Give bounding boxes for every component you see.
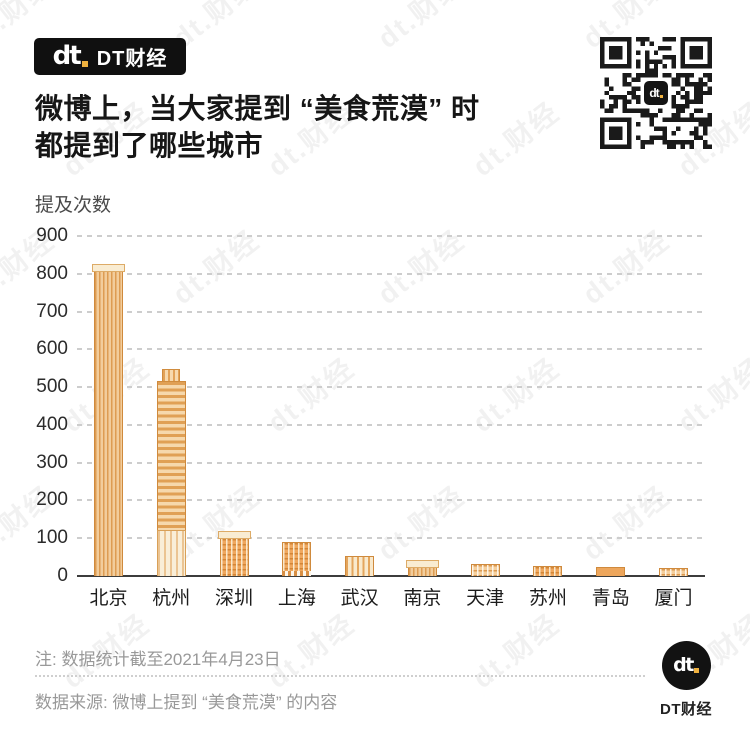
x-tick-label-tianjin: 天津 [466, 588, 505, 609]
brand-name: DT财经 [660, 701, 712, 718]
building-cap [217, 531, 251, 539]
bar-shanghai [282, 542, 312, 576]
bar-qingdao [596, 567, 626, 576]
gridline-900 [77, 235, 705, 237]
footer-divider [35, 675, 645, 677]
y-tick-label: 100 [36, 527, 68, 549]
x-tick-label-wuhan: 武汉 [340, 588, 379, 609]
building-base [156, 530, 186, 576]
logo-dot-icon [81, 60, 88, 67]
y-axis-title: 提及次数 [35, 195, 112, 216]
qr-center-logo: dt [642, 79, 670, 107]
y-tick-label: 0 [57, 565, 68, 586]
y-tick-label: 700 [36, 300, 68, 322]
building-body [596, 567, 626, 576]
brand-logo-footer: dt DT财经 [652, 641, 720, 719]
gridline-200 [77, 499, 705, 502]
x-tick-label-beijing: 北京 [89, 588, 128, 609]
y-tick-label: 400 [36, 413, 68, 435]
building-body [659, 568, 689, 576]
x-axis-line [77, 575, 705, 577]
bar-nanjing [405, 560, 439, 576]
x-tick-label-shenzhen: 深圳 [215, 588, 254, 609]
building-crown [162, 369, 181, 382]
building-body [533, 566, 563, 576]
brand-logo-badge: dt DT财经 [34, 38, 186, 75]
x-tick-label-nanjing: 南京 [403, 588, 442, 609]
building-body [470, 564, 500, 576]
qr-pattern [600, 37, 712, 149]
gridline-700 [77, 310, 705, 313]
page-title: 微博上，当大家提到 “美食荒漠” 时 都提到了哪些城市 [35, 90, 480, 164]
bar-suzhou [533, 566, 563, 576]
gridline-300 [77, 461, 705, 464]
y-tick-label: 800 [36, 262, 68, 284]
x-tick-label-xiamen: 厦门 [654, 588, 693, 609]
logo-dot-icon [693, 668, 699, 673]
y-tick-label: 500 [36, 376, 68, 398]
building-body [94, 271, 123, 576]
y-tick-label: 600 [36, 338, 68, 360]
data-source: 数据来源: 微博上提到 “美食荒漠” 的内容 [35, 693, 338, 712]
gridline-500 [77, 386, 705, 389]
dt-logo-icon: dt [53, 43, 88, 70]
building-body [282, 542, 312, 576]
brand-name: DT财经 [96, 48, 168, 70]
footnote: 注: 数据统计截至2021年4月23日 [35, 650, 281, 669]
gridline-400 [77, 423, 705, 426]
bar-beijing [92, 264, 125, 576]
building-cap [405, 560, 439, 568]
logo-dot-icon [659, 94, 663, 98]
building-body [345, 556, 375, 576]
gridline-600 [77, 348, 705, 351]
bar-hangzhou [156, 369, 186, 576]
bar-wuhan [345, 556, 375, 576]
y-tick-label: 300 [36, 451, 68, 473]
x-tick-label-qingdao: 青岛 [591, 588, 630, 609]
dt-logo-circle-icon: dt [661, 641, 711, 690]
gridline-800 [77, 272, 705, 275]
y-tick-label: 200 [36, 489, 68, 511]
building-footing [282, 571, 312, 576]
building-cap [92, 264, 125, 272]
bar-tianjin [470, 564, 500, 576]
qr-code: dt [600, 37, 712, 149]
building-body [219, 538, 249, 576]
x-tick-label-hangzhou: 杭州 [152, 588, 191, 609]
gridline-100 [77, 537, 705, 540]
building-body [407, 567, 437, 576]
title-line-2: 都提到了哪些城市 [35, 130, 264, 161]
title-line-1: 微博上，当大家提到 “美食荒漠” 时 [35, 93, 480, 124]
bar-xiamen [659, 568, 689, 576]
y-tick-label: 900 [36, 225, 68, 246]
x-tick-label-shanghai: 上海 [277, 588, 316, 609]
x-tick-label-suzhou: 苏州 [528, 588, 567, 609]
bar-shenzhen [217, 531, 251, 576]
